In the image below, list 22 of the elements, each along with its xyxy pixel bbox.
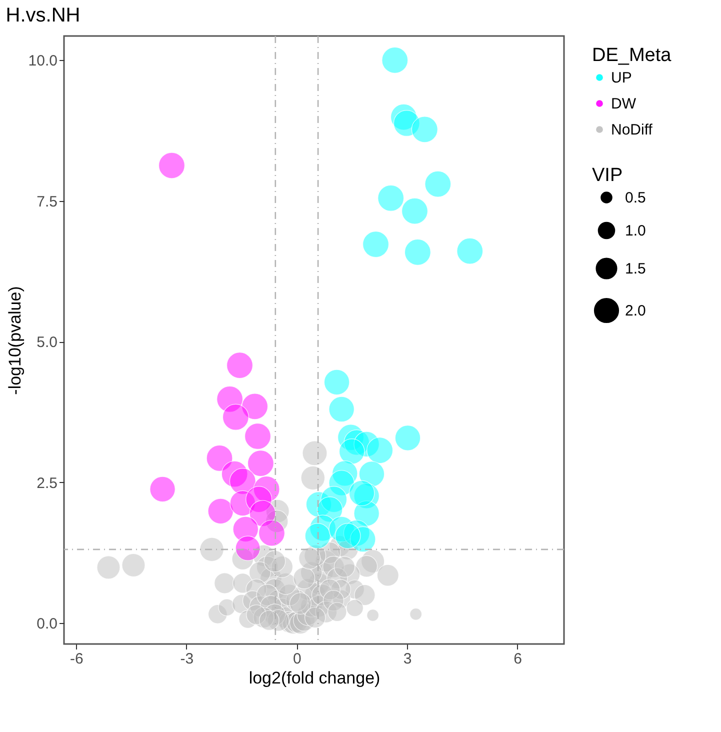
chart-title: H.vs.NH xyxy=(6,4,80,26)
y-tick-label: 7.5 xyxy=(36,193,58,210)
text: DE_Meta xyxy=(592,45,672,66)
y-tick-label: 10.0 xyxy=(28,52,58,70)
legend-label: DW xyxy=(611,96,637,112)
x-axis-title: log2(fold change) xyxy=(248,668,380,688)
legend-label: 1.0 xyxy=(625,222,646,240)
x-tick-label: 3 xyxy=(403,650,412,668)
y-tick-label: 2.5 xyxy=(36,474,58,492)
x-tick-label: -6 xyxy=(70,650,84,668)
y-axis-title: -log10(pvalue) xyxy=(5,286,24,395)
legend-label: 1.5 xyxy=(625,260,646,278)
y-tick-label: 5.0 xyxy=(36,334,58,352)
x-tick-label: 6 xyxy=(514,650,522,668)
x-tick-label: -3 xyxy=(180,650,194,668)
legend-label: 2.0 xyxy=(625,302,646,320)
text: VIP xyxy=(592,165,623,186)
legend-label: NoDiff xyxy=(611,122,654,138)
y-tick-label: 0.0 xyxy=(36,616,58,633)
legend-label: 0.5 xyxy=(625,190,646,206)
x-tick-label: 0 xyxy=(293,650,302,668)
legend-label: UP xyxy=(611,70,632,86)
